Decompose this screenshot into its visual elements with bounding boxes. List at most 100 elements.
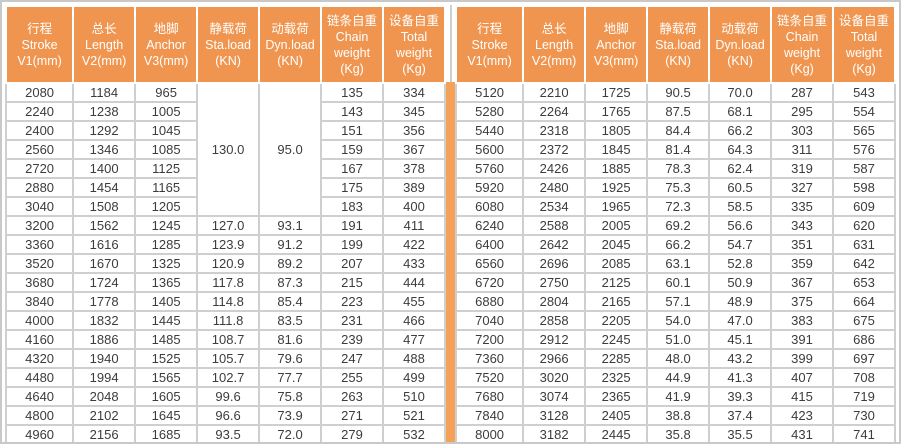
- table-cell: 686: [832, 329, 896, 350]
- table-cell: 1525: [134, 348, 199, 369]
- table-cell: 38.8: [646, 405, 711, 426]
- table-cell: 48.0: [646, 348, 711, 369]
- table-cell: 653: [832, 272, 896, 293]
- spec-table-right-header: 行程 Stroke V1(mm) 总长 Length V2(mm) 地脚 Anchor V3(m…: [454, 5, 896, 84]
- table-cell: 239: [320, 329, 384, 350]
- table-cell: 47.0: [708, 310, 773, 331]
- table-row: 2400 1292 1045 151 356: [4, 120, 446, 141]
- table-row: 3360 1616 1285 123.9 91.2 199 422: [4, 234, 446, 255]
- table-row: 7840 3128 2405 38.8 37.4 423 730: [454, 405, 896, 426]
- table-cell: 102.7: [196, 367, 261, 388]
- table-cell: 1565: [134, 367, 199, 388]
- table-cell: 1965: [584, 196, 649, 217]
- table-cell: 75.3: [646, 177, 711, 198]
- column-header-sta_load: 静载荷 Sta.load (KN): [196, 5, 261, 84]
- table-cell: 1940: [72, 348, 137, 369]
- table-cell: 183: [320, 196, 384, 217]
- table-cell: 2318: [522, 120, 587, 141]
- table-cell: 2880: [4, 177, 75, 198]
- table-cell: 2264: [522, 101, 587, 122]
- table-cell: 399: [770, 348, 834, 369]
- table-cell: 5760: [454, 158, 525, 179]
- table-cell: 3020: [522, 367, 587, 388]
- table-cell: 2588: [522, 215, 587, 236]
- table-cell: 50.9: [708, 272, 773, 293]
- table-cell: 1670: [72, 253, 137, 274]
- table-cell: 151: [320, 120, 384, 141]
- table-row: 6560 2696 2085 63.1 52.8 359 642: [454, 253, 896, 274]
- table-cell: 159: [320, 139, 384, 160]
- table-cell: 351: [770, 234, 834, 255]
- table-cell: 75.8: [258, 386, 323, 407]
- table-cell: 223: [320, 291, 384, 312]
- table-cell: 1005: [134, 101, 199, 122]
- table-cell: 6240: [454, 215, 525, 236]
- table-cell: 1616: [72, 234, 137, 255]
- table-cell: 81.6: [258, 329, 323, 350]
- table-cell: 70.0: [708, 82, 773, 103]
- table-cell: 62.4: [708, 158, 773, 179]
- table-cell: 4800: [4, 405, 75, 426]
- table-cell: 719: [832, 386, 896, 407]
- table-cell: 175: [320, 177, 384, 198]
- table-cell: 2445: [584, 424, 649, 442]
- column-header-total_weight: 设备自重 Total weight (Kg): [382, 5, 446, 84]
- table-cell: 407: [770, 367, 834, 388]
- table-cell: 345: [382, 101, 446, 122]
- table-cell: 303: [770, 120, 834, 141]
- column-header-stroke: 行程 Stroke V1(mm): [454, 5, 525, 84]
- table-cell: 375: [770, 291, 834, 312]
- table-row: 7360 2966 2285 48.0 43.2 399 697: [454, 348, 896, 369]
- table-cell: 72.0: [258, 424, 323, 442]
- table-cell: 499: [382, 367, 446, 388]
- table-cell: 356: [382, 120, 446, 141]
- table-cell: 255: [320, 367, 384, 388]
- table-cell: 1400: [72, 158, 137, 179]
- table-cell: 1245: [134, 215, 199, 236]
- table-row: 4480 1994 1565 102.7 77.7 255 499: [4, 367, 446, 388]
- table-cell: 2165: [584, 291, 649, 312]
- table-row: 2720 1400 1125 167 378: [4, 158, 446, 179]
- table-row: 2240 1238 1005 143 345: [4, 101, 446, 122]
- table-cell: 455: [382, 291, 446, 312]
- table-cell: 554: [832, 101, 896, 122]
- table-cell: 1292: [72, 120, 137, 141]
- table-row: 6240 2588 2005 69.2 56.6 343 620: [454, 215, 896, 236]
- table-cell: 1885: [584, 158, 649, 179]
- table-cell: 1685: [134, 424, 199, 442]
- table-cell: 279: [320, 424, 384, 442]
- table-cell: 1778: [72, 291, 137, 312]
- table-cell: 488: [382, 348, 446, 369]
- table-cell: 620: [832, 215, 896, 236]
- table-cell: 54.0: [646, 310, 711, 331]
- table-cell: 5280: [454, 101, 525, 122]
- table-cell: 78.3: [646, 158, 711, 179]
- table-cell: 8000: [454, 424, 525, 442]
- table-cell: 1238: [72, 101, 137, 122]
- table-cell: 334: [382, 82, 446, 103]
- spec-table-left-body: 2080 1184 965 130.0 95.0 135 334 2240 1238 1005 14…: [4, 82, 446, 442]
- table-cell: 1205: [134, 196, 199, 217]
- table-cell: 6080: [454, 196, 525, 217]
- table-cell: 7040: [454, 310, 525, 331]
- table-cell: 2750: [522, 272, 587, 293]
- table-cell: 167: [320, 158, 384, 179]
- table-cell: 1445: [134, 310, 199, 331]
- table-cell: 1724: [72, 272, 137, 293]
- table-cell: 68.1: [708, 101, 773, 122]
- table-cell: 642: [832, 253, 896, 274]
- table-cell: 378: [382, 158, 446, 179]
- table-cell: 4000: [4, 310, 75, 331]
- column-header-chain_weight: 链条自重 Chain weight (Kg): [320, 5, 384, 84]
- table-cell: 2240: [4, 101, 75, 122]
- table-cell: 311: [770, 139, 834, 160]
- table-row: 3520 1670 1325 120.9 89.2 207 433: [4, 253, 446, 274]
- table-cell: 60.5: [708, 177, 773, 198]
- table-cell: 466: [382, 310, 446, 331]
- table-cell: 2080: [4, 82, 75, 103]
- table-cell: 2125: [584, 272, 649, 293]
- table-cell: 35.5: [708, 424, 773, 442]
- table-cell: 415: [770, 386, 834, 407]
- table-cell: 287: [770, 82, 834, 103]
- table-cell: 5920: [454, 177, 525, 198]
